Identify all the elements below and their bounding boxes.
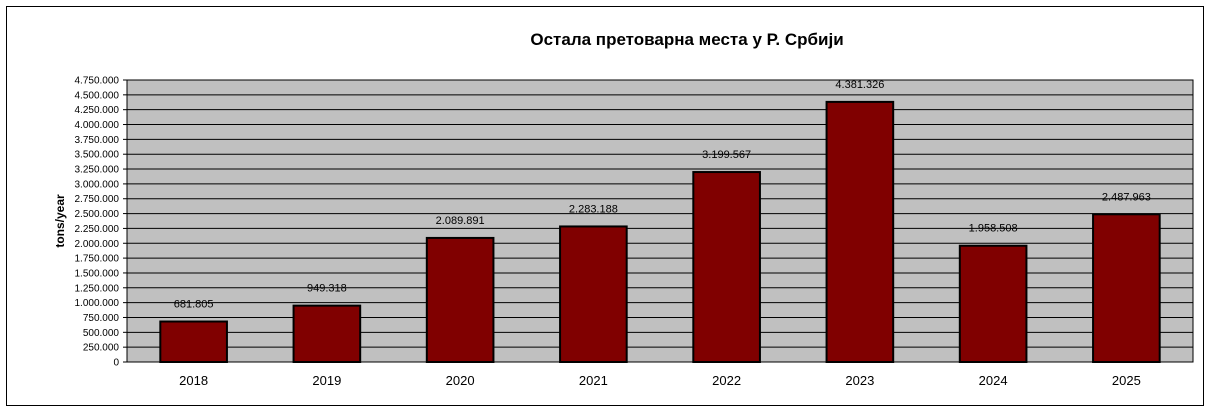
data-label-2023: 4.381.326 <box>835 79 884 91</box>
data-label-2025: 2.487.963 <box>1102 191 1151 203</box>
y-tick-label: 0 <box>113 358 119 369</box>
x-tick-label-2024: 2024 <box>979 373 1008 388</box>
x-tick-label-2023: 2023 <box>845 373 874 388</box>
bar-2018 <box>159 320 228 363</box>
x-tick-label-2020: 2020 <box>446 373 475 388</box>
y-tick-label: 4.500.000 <box>75 90 120 101</box>
y-tick-label: 3.500.000 <box>75 150 120 161</box>
x-tick-label-2022: 2022 <box>712 373 741 388</box>
y-tick-label: 2.250.000 <box>75 224 120 235</box>
y-tick-label: 2.000.000 <box>75 239 120 250</box>
y-tick-label: 250.000 <box>83 343 120 354</box>
chart-frame: Остала претоварна места у Р. Србији 0 250… <box>6 6 1204 406</box>
y-tick-label: 3.250.000 <box>75 165 120 176</box>
x-tick-label-2025: 2025 <box>1112 373 1141 388</box>
plot-area <box>126 79 1194 363</box>
chart-title: Остала претоварна места у Р. Србији <box>530 30 843 49</box>
data-label-2018: 681.805 <box>174 299 214 311</box>
y-tick-label: 3.000.000 <box>75 179 120 190</box>
y-tick-label: 1.250.000 <box>75 283 120 294</box>
bar-2025 <box>1092 213 1161 363</box>
y-tick-label: 1.750.000 <box>75 254 120 265</box>
bar-chart: Остала претоварна места у Р. Србији 0 250… <box>53 30 1194 388</box>
y-axis-label: tons/year <box>53 194 67 248</box>
x-tick-label-2019: 2019 <box>312 373 341 388</box>
y-tick-label: 3.750.000 <box>75 135 120 146</box>
data-label-2019: 949.318 <box>307 283 347 295</box>
data-label-2021: 2.283.188 <box>569 203 618 215</box>
y-tick-label: 500.000 <box>83 328 120 339</box>
data-label-2020: 2.089.891 <box>436 215 485 227</box>
y-tick-label: 1.000.000 <box>75 298 120 309</box>
x-tick-label-2018: 2018 <box>179 373 208 388</box>
y-tick-label: 4.750.000 <box>75 76 120 87</box>
bar-2020 <box>425 236 495 363</box>
y-tick-label: 1.500.000 <box>75 268 120 279</box>
y-tick-label: 2.750.000 <box>75 194 120 205</box>
y-tick-label: 750.000 <box>83 313 120 324</box>
x-tick-label-2021: 2021 <box>579 373 608 388</box>
bar-2024 <box>958 244 1028 363</box>
bar-2022 <box>692 171 761 363</box>
y-tick-label: 2.500.000 <box>75 209 120 220</box>
bar-2019 <box>292 304 362 364</box>
data-label-2022: 3.199.567 <box>702 149 751 161</box>
bar-2023 <box>825 100 895 363</box>
data-label-2024: 1.958.508 <box>969 223 1018 235</box>
y-tick-label: 4.000.000 <box>75 120 120 131</box>
bar-2021 <box>559 225 628 363</box>
y-tick-label: 4.250.000 <box>75 105 120 116</box>
